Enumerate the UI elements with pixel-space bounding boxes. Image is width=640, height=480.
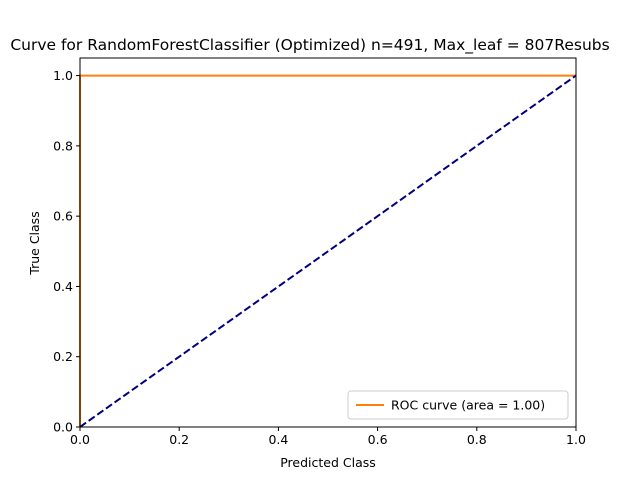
x-tick-label: 1.0 [566, 432, 586, 447]
x-tick-label: 0.6 [368, 432, 388, 447]
y-tick-label: 1.0 [53, 68, 73, 83]
y-tick-label: 0.6 [53, 209, 73, 224]
x-axis-label: Predicted Class [280, 455, 376, 470]
x-tick-label: 0.8 [467, 432, 487, 447]
legend-entry-label: ROC curve (area = 1.00) [391, 398, 545, 413]
legend-box [347, 390, 569, 420]
chart-title: Curve for RandomForestClassifier (Optimi… [10, 36, 609, 55]
y-tick-label: 0.2 [53, 349, 73, 364]
x-tick-label: 0.0 [70, 432, 90, 447]
plot-area: 0.0 0.2 0.4 0.6 0.8 1.0 0.0 0.2 0.4 0.6 0.8 1.0 ROC … [53, 57, 586, 447]
y-tick-label: 0.8 [53, 138, 73, 153]
plot-background [80, 58, 576, 427]
x-tick-label: 0.2 [169, 432, 189, 447]
y-tick-label: 0.0 [53, 420, 73, 435]
y-axis-label: True Class [27, 211, 42, 275]
x-tick-label: 0.4 [268, 432, 288, 447]
diagonal-reference-line [79, 74, 577, 428]
axes-frame [79, 57, 577, 428]
y-tick-label: 0.4 [53, 279, 73, 294]
legend: ROC curve (area = 1.00) [347, 390, 569, 420]
